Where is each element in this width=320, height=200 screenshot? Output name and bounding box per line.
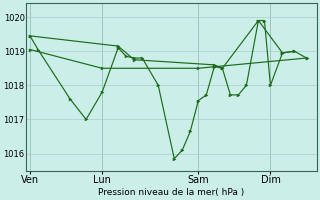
X-axis label: Pression niveau de la mer( hPa ): Pression niveau de la mer( hPa ) xyxy=(98,188,244,197)
